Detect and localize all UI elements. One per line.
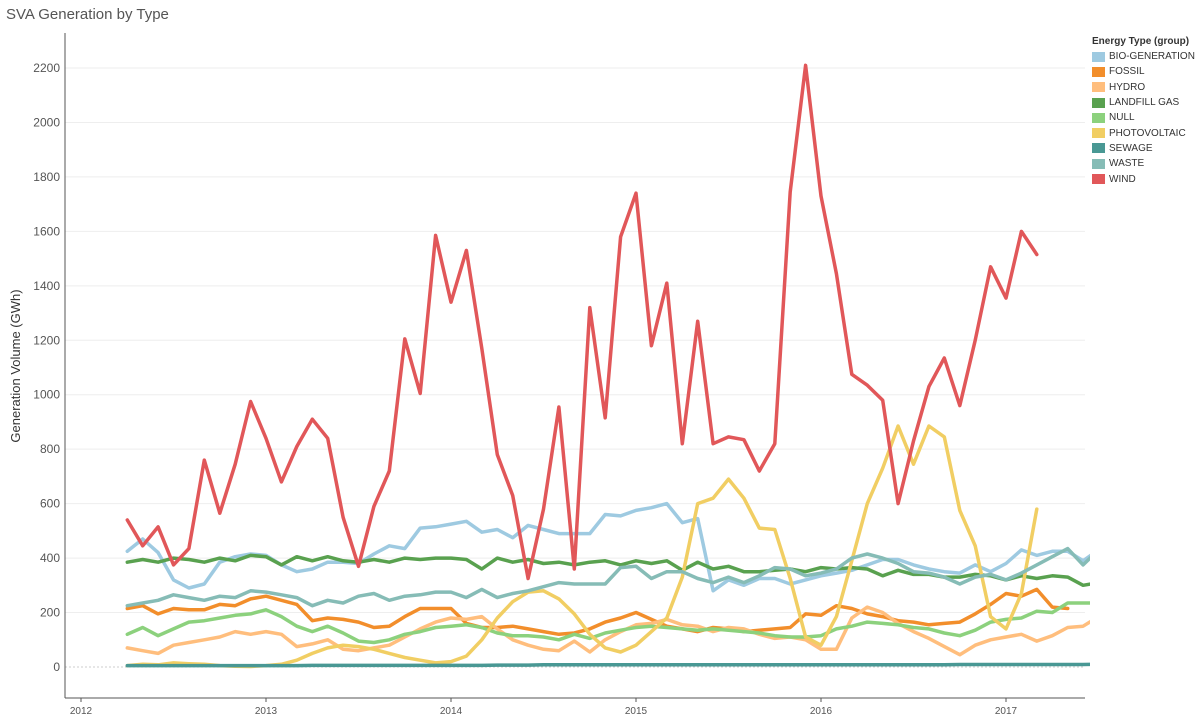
y-tick-label: 1800 xyxy=(33,170,60,184)
series-line-bio-generation xyxy=(125,501,1090,593)
legend-swatch xyxy=(1092,128,1105,139)
y-tick-label: 400 xyxy=(40,551,60,565)
gridlines xyxy=(65,67,1085,668)
legend-title: Energy Type (group) xyxy=(1092,36,1190,47)
legend-item[interactable]: PHOTOVOLTAIC xyxy=(1092,125,1195,140)
series-line-wind xyxy=(125,63,1039,581)
legend-swatch xyxy=(1092,97,1105,108)
legend-item[interactable]: LANDFILL GAS xyxy=(1092,95,1195,110)
legend-swatch xyxy=(1092,51,1105,62)
series-line-hydro xyxy=(125,605,1090,657)
legend-item[interactable]: FOSSIL xyxy=(1092,64,1195,79)
y-axis-title: Generation Volume (GWh) xyxy=(8,289,23,442)
x-tick-label: 2016 xyxy=(810,706,833,717)
legend: Energy Type (group) BIO-GENERATION FOSSIL… xyxy=(1092,36,1195,187)
x-tick-label: 2014 xyxy=(440,706,463,717)
legend-item[interactable]: WASTE xyxy=(1092,156,1195,171)
chart-title: SVA Generation by Type xyxy=(6,6,169,23)
legend-swatch xyxy=(1092,158,1105,169)
y-tick-label: 800 xyxy=(40,442,60,456)
x-tick-label: 2012 xyxy=(70,706,93,717)
legend-item[interactable]: HYDRO xyxy=(1092,80,1195,95)
legend-label: NULL xyxy=(1109,112,1135,124)
y-tick-label: 1400 xyxy=(33,279,60,293)
legend-item[interactable]: NULL xyxy=(1092,110,1195,125)
series-line-fossil xyxy=(125,587,1070,637)
y-tick-label: 1200 xyxy=(33,333,60,347)
legend-item[interactable]: WIND xyxy=(1092,171,1195,186)
y-tick-label: 0 xyxy=(53,660,60,674)
y-tick-label: 600 xyxy=(40,497,60,511)
legend-label: FOSSIL xyxy=(1109,66,1145,78)
legend-swatch xyxy=(1092,66,1105,77)
legend-label: HYDRO xyxy=(1109,81,1146,93)
series-line-waste xyxy=(125,546,1090,608)
legend-item[interactable]: SEWAGE xyxy=(1092,141,1195,156)
legend-label: PHOTOVOLTAIC xyxy=(1109,127,1186,139)
legend-label: SEWAGE xyxy=(1109,142,1153,154)
x-tick-label: 2013 xyxy=(255,706,278,717)
line-chart: 0 200 400 600 800 1000 1200 1400 1600 1800 2000 220… xyxy=(8,33,1090,717)
x-axis: 2012 2013 2014 2015 2016 2017 xyxy=(65,697,1085,717)
legend-items: BIO-GENERATION FOSSIL HYDRO LANDFILL GAS NUL… xyxy=(1092,49,1195,187)
legend-swatch xyxy=(1092,112,1105,123)
legend-item[interactable]: BIO-GENERATION xyxy=(1092,49,1195,64)
y-tick-label: 2200 xyxy=(33,61,60,75)
legend-label: BIO-GENERATION xyxy=(1109,51,1195,63)
series-line-sewage xyxy=(125,662,1090,668)
legend-label: LANDFILL GAS xyxy=(1109,97,1180,109)
legend-swatch xyxy=(1092,143,1105,154)
legend-swatch xyxy=(1092,82,1105,93)
x-tick-label: 2017 xyxy=(995,706,1018,717)
y-tick-label: 1000 xyxy=(33,388,60,402)
legend-label: WIND xyxy=(1109,173,1136,185)
legend-swatch xyxy=(1092,174,1105,185)
legend-label: WASTE xyxy=(1109,158,1145,170)
y-axis: 0 200 400 600 800 1000 1200 1400 1600 1800 2000 220… xyxy=(33,33,66,698)
y-tick-label: 200 xyxy=(40,606,60,620)
y-tick-label: 1600 xyxy=(33,224,60,238)
x-tick-label: 2015 xyxy=(625,706,648,717)
series-lines xyxy=(125,63,1090,669)
series-line-null xyxy=(125,601,1090,645)
y-tick-label: 2000 xyxy=(33,115,60,129)
